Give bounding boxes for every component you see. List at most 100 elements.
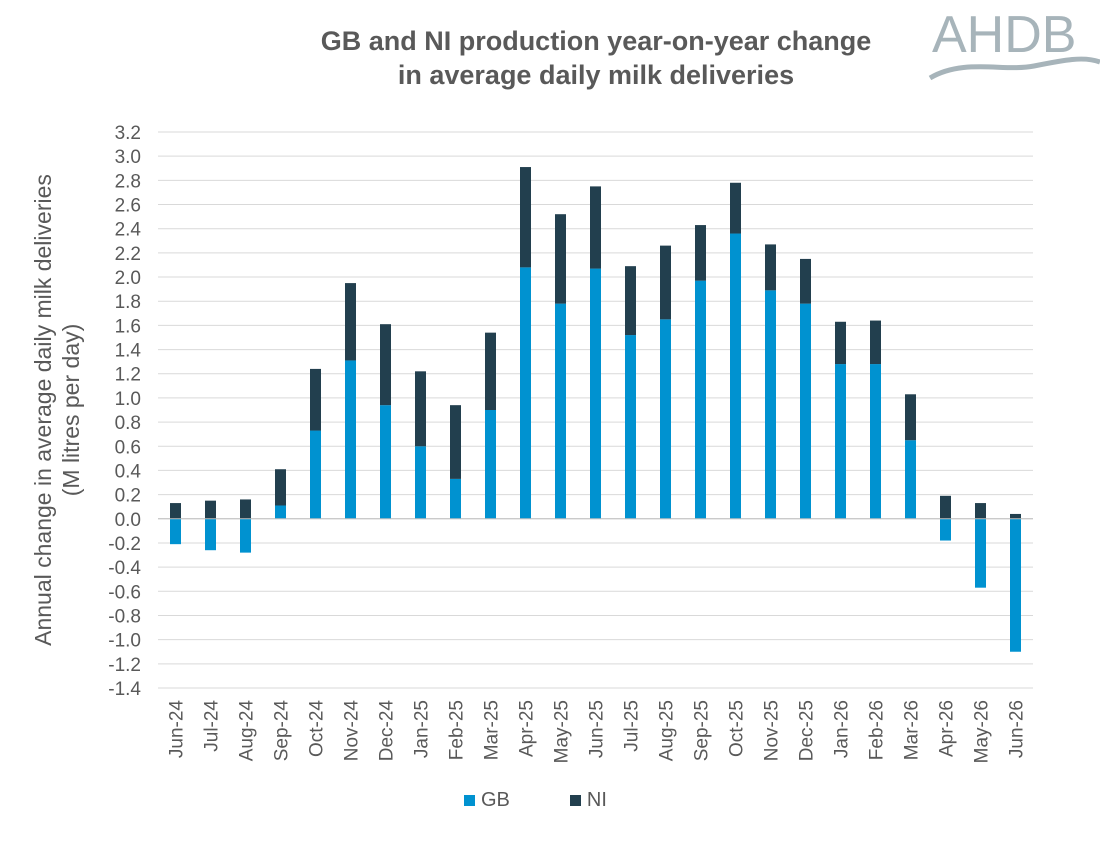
bar-ni: [765, 244, 776, 291]
bar-gb: [730, 233, 741, 519]
legend-item-ni: NI: [569, 789, 607, 812]
bar-ni: [940, 495, 951, 519]
bar-gb: [170, 518, 181, 545]
bar-ni: [345, 283, 356, 361]
x-tick-label: Nov-25: [762, 700, 783, 761]
bar-gb: [415, 446, 426, 519]
y-tick-label: 2.4: [115, 220, 142, 241]
chart-title: GB and NI production year-on-year change…: [246, 24, 946, 92]
y-axis-ticks: -1.4 -1.2 -1.0 -0.8 -0.6 -0.4 -0.2 0.0 0.2 0.4 0.6…: [108, 123, 141, 700]
bar-ni: [485, 332, 496, 410]
bar-ni: [835, 321, 846, 365]
x-tick-label: Mar-26: [902, 700, 923, 760]
bar-gb: [240, 518, 251, 553]
chart-title-line-2: in average daily milk deliveries: [397, 60, 795, 90]
x-tick-label: Feb-26: [867, 700, 888, 760]
bar-gb: [870, 364, 881, 519]
y-tick-label: 0.4: [115, 461, 142, 482]
logo-swoosh: [928, 56, 1100, 81]
x-tick-label: Jul-24: [202, 700, 223, 752]
x-tick-label: Mar-25: [482, 700, 503, 760]
bar-gb: [765, 290, 776, 519]
bar-ni: [520, 167, 531, 268]
bar-gb: [625, 335, 636, 519]
bar-ni: [660, 245, 671, 320]
x-tick-label: Oct-24: [307, 700, 328, 757]
x-tick-label: Sep-24: [272, 700, 293, 762]
y-tick-label: -1.0: [108, 631, 141, 652]
bar-gb: [695, 280, 706, 519]
bar-gb: [275, 505, 286, 519]
y-tick-label: 0.0: [115, 510, 141, 531]
bar-ni: [205, 500, 216, 519]
y-tick-label: 3.0: [115, 147, 141, 168]
x-tick-label: Jun-24: [167, 700, 188, 759]
y-tick-label: -0.8: [108, 606, 141, 627]
y-tick-label: 0.2: [115, 486, 141, 507]
bar-ni: [800, 258, 811, 304]
bar-ni: [555, 214, 566, 304]
y-tick-label: 1.4: [115, 341, 142, 362]
y-tick-label: 2.0: [115, 268, 141, 289]
bar-gb: [800, 303, 811, 519]
legend-item-gb: GB: [464, 789, 510, 812]
x-tick-label: Dec-24: [377, 700, 398, 762]
x-tick-label: Sep-25: [692, 700, 713, 761]
chart-title-line-1: GB and NI production year-on-year change: [320, 26, 872, 56]
x-tick-label: May-25: [552, 700, 573, 763]
bar-gb: [975, 518, 986, 588]
y-tick-label: 2.8: [115, 171, 141, 192]
logo-text: AHDB: [932, 6, 1076, 64]
x-tick-label: Jul-25: [622, 700, 643, 752]
bar-ni: [1010, 513, 1021, 519]
bar-ni: [975, 503, 986, 519]
bar-ni: [695, 225, 706, 281]
y-tick-label: 1.2: [115, 365, 141, 386]
legend: GB NI: [464, 789, 667, 812]
legend-label-gb: GB: [481, 789, 510, 811]
bar-gb: [520, 267, 531, 519]
bar-gb: [205, 518, 216, 551]
bar-ni: [450, 405, 461, 479]
bar-gb: [940, 518, 951, 541]
x-tick-label: Apr-25: [517, 700, 538, 757]
x-tick-label: Aug-24: [237, 700, 258, 762]
y-axis-label-line-1: Annual change in average daily milk deli…: [30, 174, 56, 646]
bar-gb: [380, 405, 391, 519]
x-tick-label: Jan-25: [412, 700, 433, 758]
y-tick-label: 2.6: [115, 196, 141, 217]
bar-ni: [730, 182, 741, 234]
bar-ni: [170, 503, 181, 519]
bar-ni: [625, 266, 636, 336]
bar-gb: [1010, 518, 1021, 652]
bar-ni: [415, 371, 426, 447]
bar-ni: [590, 186, 601, 269]
x-tick-label: Jun-26: [1007, 700, 1028, 758]
bar-ni: [240, 499, 251, 519]
x-tick-label: Nov-24: [342, 700, 363, 762]
y-tick-label: 3.2: [115, 123, 141, 144]
x-tick-label: Apr-26: [937, 700, 958, 757]
x-tick-label: Jun-25: [587, 700, 608, 758]
x-tick-label: Aug-25: [657, 700, 678, 761]
x-tick-label: May-26: [972, 700, 993, 763]
legend-swatch-ni: [569, 795, 581, 806]
bar-gb: [835, 364, 846, 519]
y-axis-label-line-2: (M litres per day): [58, 324, 84, 497]
bars: [170, 167, 1021, 652]
x-tick-label: Feb-25: [447, 700, 468, 760]
bar-gb: [310, 430, 321, 519]
bar-gb: [905, 440, 916, 519]
y-tick-label: 1.8: [115, 292, 141, 313]
x-tick-label: Dec-25: [797, 700, 818, 761]
y-tick-label: 0.8: [115, 413, 141, 434]
y-tick-label: -0.2: [108, 534, 141, 555]
y-tick-label: 2.2: [115, 244, 141, 265]
x-tick-label: Oct-25: [727, 700, 748, 757]
bar-gb: [590, 268, 601, 519]
bar-ni: [870, 320, 881, 365]
x-tick-label: Jan-26: [832, 700, 853, 758]
bar-gb: [660, 319, 671, 519]
y-tick-label: 0.6: [115, 437, 141, 458]
